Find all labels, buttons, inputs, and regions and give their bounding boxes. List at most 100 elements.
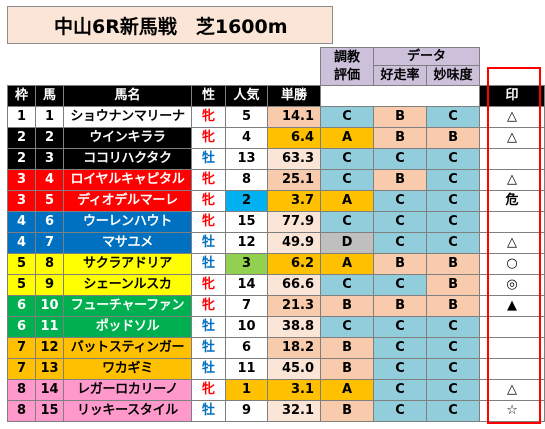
waku-cell: 8 bbox=[7, 379, 36, 401]
eval-cell: A bbox=[320, 127, 375, 149]
uma-cell: 2 bbox=[35, 127, 64, 149]
value-cell: C bbox=[426, 211, 481, 233]
mark-cell: ▲ bbox=[479, 295, 545, 317]
sex-cell: 牝 bbox=[191, 190, 226, 212]
mark-cell bbox=[479, 358, 545, 380]
table-row: 5 8 サクラアドリア牡 3 6.2 A B B ○ bbox=[7, 253, 545, 275]
horse-name-cell: フューチャーファン bbox=[63, 295, 192, 317]
odds-cell: 21.3 bbox=[266, 295, 322, 317]
rate-cell: C bbox=[373, 211, 428, 233]
uma-cell: 13 bbox=[35, 358, 64, 380]
uma-cell: 14 bbox=[35, 379, 64, 401]
eval-cell: C bbox=[320, 211, 375, 233]
mark-cell: ☆ bbox=[479, 400, 545, 422]
odds-cell: 49.9 bbox=[266, 232, 322, 254]
value-cell: B bbox=[426, 127, 481, 149]
value-cell: C bbox=[426, 358, 481, 380]
popularity-cell: 3 bbox=[225, 253, 268, 275]
popularity-cell: 10 bbox=[225, 316, 268, 338]
value-header: 妙味度 bbox=[426, 65, 481, 86]
popularity-cell: 5 bbox=[225, 106, 268, 128]
sex-cell: 牡 bbox=[191, 337, 226, 359]
table-row: 7 12 バットスティンガー牡 6 18.2 B C C bbox=[7, 337, 545, 359]
rate-cell: C bbox=[373, 274, 428, 296]
value-cell: C bbox=[426, 106, 481, 128]
table-row: 3 5 ディオデルマーレ牝 2 3.7 A C C 危 bbox=[7, 190, 545, 212]
horse-name-cell: レガーロカリーノ bbox=[63, 379, 192, 401]
page-title: 中山6R新馬戦 芝1600m bbox=[7, 6, 333, 44]
mark-cell bbox=[479, 211, 545, 233]
odds-cell: 6.4 bbox=[266, 127, 322, 149]
mark-cell: △ bbox=[479, 379, 545, 401]
pop-header: 人気 bbox=[225, 85, 268, 107]
popularity-cell: 1 bbox=[225, 379, 268, 401]
rate-cell: C bbox=[373, 232, 428, 254]
odds-cell: 25.1 bbox=[266, 169, 322, 191]
odds-cell: 14.1 bbox=[266, 106, 322, 128]
popularity-cell: 8 bbox=[225, 169, 268, 191]
mark-cell bbox=[479, 148, 545, 170]
eval-cell: B bbox=[320, 295, 375, 317]
waku-cell: 5 bbox=[7, 253, 36, 275]
popularity-cell: 7 bbox=[225, 295, 268, 317]
horse-name-cell: ココリハクタク bbox=[63, 148, 192, 170]
odds-cell: 3.7 bbox=[266, 190, 322, 212]
eval-cell: C bbox=[320, 106, 375, 128]
mark-header: 印 bbox=[479, 85, 545, 107]
mark-cell: △ bbox=[479, 127, 545, 149]
horse-name-cell: リッキースタイル bbox=[63, 400, 192, 422]
sex-cell: 牡 bbox=[191, 232, 226, 254]
sex-cell: 牡 bbox=[191, 358, 226, 380]
waku-cell: 4 bbox=[7, 211, 36, 233]
popularity-cell: 6 bbox=[225, 337, 268, 359]
value-cell: C bbox=[426, 148, 481, 170]
sex-cell: 牡 bbox=[191, 316, 226, 338]
waku-cell: 3 bbox=[7, 190, 36, 212]
sex-cell: 牝 bbox=[191, 169, 226, 191]
horse-name-cell: マサユメ bbox=[63, 232, 192, 254]
odds-cell: 38.8 bbox=[266, 316, 322, 338]
mark-cell: △ bbox=[479, 169, 545, 191]
rate-cell: C bbox=[373, 400, 428, 422]
uma-cell: 8 bbox=[35, 253, 64, 275]
waku-cell: 7 bbox=[7, 358, 36, 380]
waku-header: 枠 bbox=[7, 85, 36, 107]
rate-cell: B bbox=[373, 169, 428, 191]
odds-cell: 18.2 bbox=[266, 337, 322, 359]
uma-cell: 15 bbox=[35, 400, 64, 422]
table-row: 4 6 ウーレンハウト牝 15 77.9 C C C bbox=[7, 211, 545, 233]
sex-cell: 牝 bbox=[191, 127, 226, 149]
sex-cell: 牝 bbox=[191, 379, 226, 401]
table-row: 2 3 ココリハクタク牡 13 63.3 C C C bbox=[7, 148, 545, 170]
name-header: 馬名 bbox=[63, 85, 192, 107]
mark-cell: △ bbox=[479, 232, 545, 254]
eval-cell: C bbox=[320, 169, 375, 191]
sex-cell: 牝 bbox=[191, 274, 226, 296]
uma-cell: 3 bbox=[35, 148, 64, 170]
mark-cell: ○ bbox=[479, 253, 545, 275]
rate-header: 好走率 bbox=[373, 65, 428, 86]
eval-cell: D bbox=[320, 232, 375, 254]
odds-cell: 66.6 bbox=[266, 274, 322, 296]
table-row: 6 10 フューチャーファン牝 7 21.3 B B B ▲ bbox=[7, 295, 545, 317]
rate-cell: C bbox=[373, 358, 428, 380]
popularity-cell: 9 bbox=[225, 400, 268, 422]
uma-cell: 1 bbox=[35, 106, 64, 128]
horse-name-cell: ウインキララ bbox=[63, 127, 192, 149]
value-cell: C bbox=[426, 316, 481, 338]
race-table: 調教 評価 データ 好走率 妙味度 枠 馬 馬名 性 人気 単勝 印 1 1 ショウナ… bbox=[7, 47, 545, 422]
table-row: 3 4 ロイヤルキャピタル牝 8 25.1 C B C △ bbox=[7, 169, 545, 191]
horse-name-cell: ワカギミ bbox=[63, 358, 192, 380]
waku-cell: 6 bbox=[7, 295, 36, 317]
eval-cell: A bbox=[320, 190, 375, 212]
eval-cell: A bbox=[320, 379, 375, 401]
horse-name-cell: サクラアドリア bbox=[63, 253, 192, 275]
rate-cell: C bbox=[373, 337, 428, 359]
waku-cell: 7 bbox=[7, 337, 36, 359]
rate-cell: B bbox=[373, 253, 428, 275]
sex-cell: 牡 bbox=[191, 148, 226, 170]
value-cell: C bbox=[426, 379, 481, 401]
table-row: 5 9 シェーンルスカ牝 14 66.6 C C B ◎ bbox=[7, 274, 545, 296]
odds-cell: 32.1 bbox=[266, 400, 322, 422]
value-cell: C bbox=[426, 169, 481, 191]
